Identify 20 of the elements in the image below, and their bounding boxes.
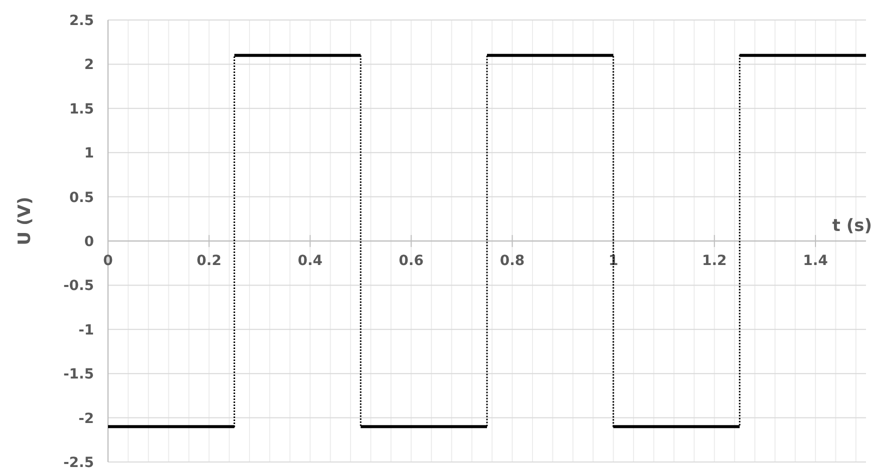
x-tick-label: 1.2: [702, 253, 727, 269]
y-tick-label: -0.5: [63, 278, 94, 294]
y-tick-label: -2: [78, 410, 94, 427]
x-tick-label: 0: [103, 253, 114, 269]
x-tick-label: 1.4: [803, 253, 828, 269]
y-axis-title: U (V): [15, 196, 35, 246]
y-tick-label: 0.5: [69, 190, 94, 206]
x-axis-title: t (s): [832, 216, 872, 236]
x-tick-label: 0.8: [500, 253, 525, 269]
y-tick-label: 2.5: [69, 13, 94, 29]
y-tick-label: -1.5: [63, 366, 94, 383]
y-tick-label: -2.5: [63, 455, 94, 470]
x-tick-label: 0.4: [298, 253, 323, 269]
y-tick-label: 0: [84, 234, 94, 250]
x-tick-label: 0.6: [398, 253, 424, 269]
y-tick-label: -1: [78, 322, 94, 338]
y-tick-label: 1.5: [69, 101, 94, 118]
y-tick-label: 1: [84, 146, 94, 162]
x-tick-label: 0.2: [196, 253, 222, 269]
y-tick-label: 2: [84, 57, 94, 74]
